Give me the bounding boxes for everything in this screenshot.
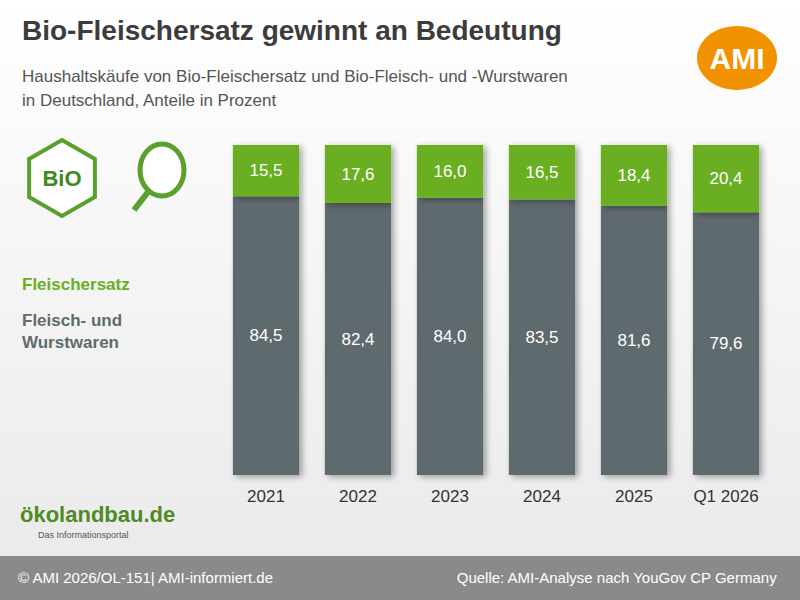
- svg-text:in Deutschland, Anteile in Pro: in Deutschland, Anteile in Prozent: [22, 91, 276, 110]
- svg-text:82,4: 82,4: [341, 330, 374, 349]
- svg-text:18,4: 18,4: [617, 166, 650, 185]
- svg-text:79,6: 79,6: [709, 334, 742, 353]
- svg-text:Wurstwaren: Wurstwaren: [22, 333, 119, 352]
- svg-text:17,6: 17,6: [341, 165, 374, 184]
- svg-text:Haushaltskäufe von Bio-Fleisch: Haushaltskäufe von Bio-Fleischersatz und…: [22, 67, 568, 86]
- svg-text:15,5: 15,5: [249, 161, 282, 180]
- svg-text:2021: 2021: [247, 487, 285, 506]
- svg-text:2025: 2025: [615, 487, 653, 506]
- svg-text:20,4: 20,4: [709, 169, 742, 188]
- svg-text:Quelle: AMI-Analyse nach YouGo: Quelle: AMI-Analyse nach YouGov CP Germa…: [457, 569, 777, 586]
- svg-text:2023: 2023: [431, 487, 469, 506]
- svg-text:16,0: 16,0: [433, 162, 466, 181]
- svg-text:AMI: AMI: [710, 42, 765, 75]
- svg-text:Fleischersatz: Fleischersatz: [22, 275, 130, 294]
- svg-text:BiO: BiO: [42, 166, 81, 191]
- svg-text:83,5: 83,5: [525, 328, 558, 347]
- svg-text:ökolandbau.de: ökolandbau.de: [20, 502, 175, 527]
- svg-text:16,5: 16,5: [525, 163, 558, 182]
- svg-text:84,0: 84,0: [433, 327, 466, 346]
- svg-text:Fleisch- und: Fleisch- und: [22, 311, 122, 330]
- svg-text:Q1 2026: Q1 2026: [693, 487, 758, 506]
- svg-text:2022: 2022: [339, 487, 377, 506]
- svg-text:2024: 2024: [523, 487, 561, 506]
- svg-text:81,6: 81,6: [617, 331, 650, 350]
- svg-text:84,5: 84,5: [249, 326, 282, 345]
- svg-text:Bio-Fleischersatz gewinnt an B: Bio-Fleischersatz gewinnt an Bedeutung: [22, 15, 562, 46]
- svg-text:© AMI 2026/OL-151| AMI-informi: © AMI 2026/OL-151| AMI-informiert.de: [18, 569, 273, 586]
- svg-text:Das Informationsportal: Das Informationsportal: [38, 530, 129, 540]
